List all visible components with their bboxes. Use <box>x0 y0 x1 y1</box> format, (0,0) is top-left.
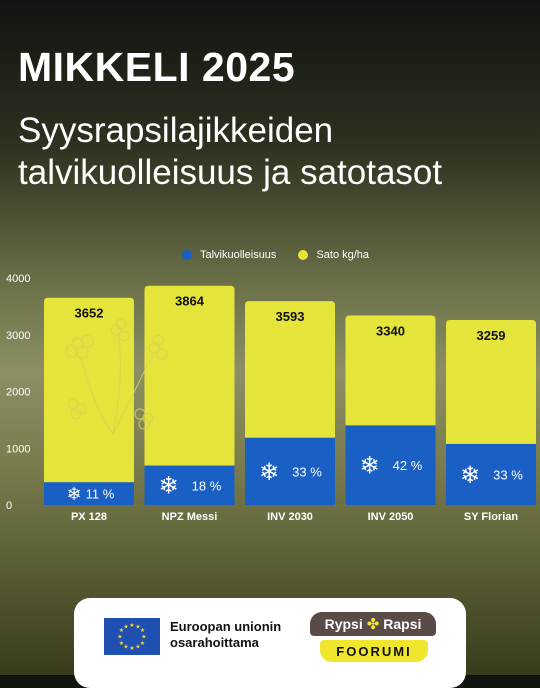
svg-text:★: ★ <box>140 627 145 634</box>
yield-value-label: 3593 <box>276 309 305 324</box>
winter-mortality-bar <box>345 425 436 505</box>
footer-banner: ★ ★ ★ ★ ★ ★ ★ ★ ★ ★ ★ ★ Euroopan unionin osaraho… <box>74 598 466 688</box>
y-tick-label: 2000 <box>6 387 30 399</box>
legend-label: Talvikuolleisuus <box>200 249 277 261</box>
yield-value-label: 3864 <box>175 294 205 309</box>
y-tick-label: 4000 <box>6 273 30 285</box>
yield-value-label: 3340 <box>376 323 405 338</box>
foorumi-logo: FOORUMI <box>320 640 428 662</box>
winter-mortality-bar <box>144 465 235 505</box>
category-label: INV 2050 <box>368 511 414 523</box>
logo-word-rapsi: Rapsi <box>383 616 422 632</box>
y-tick-label: 0 <box>6 500 12 512</box>
logo-word-rypsi: Rypsi <box>324 616 363 632</box>
clover-icon: ✤ <box>366 615 380 633</box>
svg-text:★: ★ <box>140 640 145 647</box>
bar-labels: 3652 ❄ 11 % PX 128 3864 ❄ 18 % NPZ Messi 3593 ❄ 33… <box>66 294 523 523</box>
mortality-percent-label: 33 % <box>292 464 322 479</box>
bar-chart: 0 1000 2000 3000 4000 3652 ❄ 11 % PX 128 3864 ❄ 18… <box>6 273 536 523</box>
legend-swatch-yellow <box>298 250 309 260</box>
svg-text:★: ★ <box>119 627 124 634</box>
winter-mortality-bar <box>44 482 134 505</box>
yield-value-label: 3652 <box>75 306 104 321</box>
category-label: NPZ Messi <box>162 511 218 523</box>
winter-mortality-bar <box>446 443 536 505</box>
svg-text:★: ★ <box>119 640 124 647</box>
mortality-percent-label: 11 % <box>86 487 115 502</box>
svg-text:★: ★ <box>123 624 128 631</box>
svg-text:★: ★ <box>123 644 128 651</box>
rypsi-rapsi-logo: Rypsi ✤ Rapsi <box>310 612 436 636</box>
y-tick-label: 3000 <box>6 330 30 342</box>
page-title: MIKKELI 2025 <box>18 44 296 90</box>
snowflake-icon: ❄ <box>259 458 279 486</box>
legend-item-talvikuolleisuus: Talvikuolleisuus <box>182 249 276 261</box>
yield-value-label: 3259 <box>477 328 506 343</box>
snowflake-icon: ❄ <box>66 484 81 505</box>
eu-funding-text: Euroopan unionin osarahoittama <box>170 619 281 651</box>
mortality-percent-label: 33 % <box>493 467 523 482</box>
snowflake-icon: ❄ <box>158 472 178 500</box>
svg-text:★: ★ <box>141 634 146 641</box>
bars <box>44 285 536 505</box>
category-label: SY Florian <box>464 511 518 523</box>
category-label: INV 2030 <box>267 511 313 523</box>
winter-mortality-bar <box>245 437 335 505</box>
mortality-percent-label: 18 % <box>192 478 222 493</box>
eu-flag-icon: ★ ★ ★ ★ ★ ★ ★ ★ ★ ★ ★ ★ <box>104 618 160 655</box>
yield-bar <box>144 285 235 505</box>
y-axis: 0 1000 2000 3000 4000 <box>6 273 30 512</box>
svg-text:★: ★ <box>135 644 140 651</box>
snowflake-icon: ❄ <box>359 452 379 480</box>
snowflake-icon: ❄ <box>460 461 480 489</box>
legend-swatch-blue <box>182 250 192 260</box>
svg-text:★: ★ <box>135 624 140 631</box>
svg-text:★: ★ <box>129 622 134 629</box>
svg-text:★: ★ <box>129 645 134 652</box>
chart-legend: Talvikuolleisuus Sato kg/ha <box>182 249 369 261</box>
eu-text-line1: Euroopan unionin <box>170 619 282 634</box>
y-tick-label: 1000 <box>6 443 30 455</box>
legend-item-sato: Sato kg/ha <box>298 249 369 261</box>
mortality-percent-label: 42 % <box>393 458 423 473</box>
svg-text:★: ★ <box>117 634 122 641</box>
legend-label: Sato kg/ha <box>316 249 370 261</box>
category-label: PX 128 <box>71 511 107 523</box>
page-subtitle: Syysrapsilajikkeiden talvikuolleisuus ja… <box>18 111 443 192</box>
eu-text-line2: osarahoittama <box>170 635 259 650</box>
